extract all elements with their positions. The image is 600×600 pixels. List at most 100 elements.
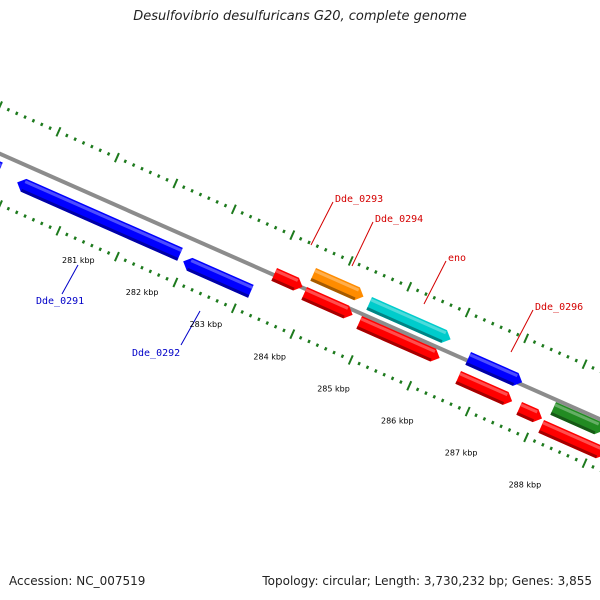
kbp-label: 281 kbp	[62, 256, 95, 265]
kbp-label: 282 kbp	[126, 288, 159, 297]
inner-ring-minor-tick	[457, 405, 462, 410]
outer-ring-minor-tick	[307, 240, 311, 245]
inner-ring-minor-tick	[532, 439, 537, 444]
outer-ring-minor-tick	[574, 358, 579, 363]
inner-ring-minor-tick	[390, 376, 395, 381]
outer-ring-minor-tick	[482, 317, 487, 322]
outer-ring-minor-tick	[140, 166, 144, 171]
gene-arrow-shadow	[20, 188, 179, 261]
map-title: Desulfovibrio desulfuricans G20, complet…	[133, 9, 467, 24]
outer-ring-minor-tick	[332, 251, 336, 256]
outer-ring-minor-tick	[591, 365, 595, 370]
inner-ring-minor-tick	[248, 313, 253, 318]
inner-ring-minor-tick	[591, 464, 595, 469]
outer-ring-minor-tick	[340, 255, 345, 260]
outer-ring-minor-tick	[532, 340, 537, 345]
gene-arrow-shadow	[516, 412, 535, 423]
gene-arrow-shadow	[301, 297, 345, 319]
gene-label: Dde_0291	[36, 296, 84, 307]
outer-ring-minor-tick	[541, 343, 545, 348]
inner-ring-minor-tick	[123, 258, 128, 263]
inner-ring-minor-tick	[98, 247, 102, 252]
accession-text: Accession: NC_007519	[9, 574, 146, 588]
gene-arrow-eno	[366, 297, 451, 343]
gene-arrow	[538, 420, 600, 459]
gene-arrow-highlight	[0, 161, 3, 167]
outer-ring-minor-tick	[190, 188, 194, 193]
outer-ring-minor-tick	[73, 137, 77, 142]
gene-arrow	[356, 316, 440, 362]
inner-ring-major-tick	[347, 354, 354, 365]
outer-ring-major-tick	[172, 178, 179, 189]
inner-ring-major-tick	[0, 200, 3, 208]
inner-ring-minor-tick	[215, 298, 219, 303]
inner-ring-minor-tick	[273, 324, 278, 329]
outer-ring-minor-tick	[424, 292, 428, 297]
outer-ring-minor-tick	[491, 321, 495, 326]
inner-ring-minor-tick	[31, 217, 36, 222]
inner-ring-minor-tick	[14, 210, 19, 215]
outer-ring-minor-tick	[432, 295, 437, 300]
inner-ring-minor-tick	[382, 372, 386, 377]
inner-ring-minor-tick	[23, 214, 27, 219]
kbp-labels: 281 kbp 282 kbp 283 kbp 284 kbp 285 kbp 286 k…	[62, 256, 541, 490]
inner-ring-minor-tick	[432, 394, 437, 399]
gene-arrow-highlight	[190, 259, 254, 290]
gene-arrow	[550, 402, 600, 435]
outer-ring-minor-tick	[90, 144, 94, 149]
inner-ring-minor-tick	[165, 276, 169, 281]
gene-label: Dde_0294	[375, 214, 423, 225]
inner-ring-minor-tick	[549, 446, 553, 451]
inner-ring-major-tick	[230, 303, 237, 314]
outer-ring-minor-tick	[65, 133, 69, 138]
genome-summary-text: Topology: circular; Length: 3,730,232 bp…	[262, 574, 592, 588]
inner-ring-minor-tick	[65, 232, 69, 237]
gene-arrow-highlight	[314, 269, 360, 292]
inner-ring-major-tick	[581, 458, 588, 469]
inner-ring-minor-tick	[399, 380, 403, 385]
outer-ring-minor-tick	[357, 262, 361, 267]
gene-arrow-shadow	[186, 267, 250, 298]
outer-ring-major-tick	[0, 101, 3, 109]
inner-ring-minor-tick	[257, 317, 261, 322]
gene-arrow-highlight	[554, 403, 600, 426]
gene-label: Dde_0296	[535, 302, 583, 313]
inner-ring-minor-tick	[298, 335, 303, 340]
gene-arrow-shadow	[455, 381, 505, 405]
outer-ring-minor-tick	[123, 159, 128, 164]
outer-ring-minor-tick	[31, 118, 36, 123]
inner-ring-minor-tick	[148, 269, 153, 274]
inner-ring-minor-tick	[190, 287, 194, 292]
inner-ring-major-tick	[289, 329, 296, 340]
outer-ring-minor-tick	[474, 314, 478, 319]
outer-ring-minor-tick	[516, 332, 520, 337]
gene-arrow-highlight	[520, 403, 538, 414]
outer-ring-major-tick	[230, 204, 237, 215]
outer-ring-minor-tick	[499, 325, 503, 330]
gene-label-line	[180, 310, 201, 346]
gene-label-line	[310, 201, 334, 246]
inner-ring-minor-tick	[332, 350, 336, 355]
outer-ring-minor-tick	[298, 236, 303, 241]
outer-ring-minor-tick	[23, 115, 27, 120]
gene-arrow-dde_0291	[17, 178, 183, 261]
outer-ring-minor-tick	[223, 203, 228, 208]
outer-ring-minor-tick	[240, 211, 244, 215]
inner-ring-minor-tick	[181, 284, 186, 289]
outer-ring-minor-tick	[106, 152, 111, 156]
inner-ring-major-tick	[523, 432, 530, 443]
gene-arrow-highlight	[305, 288, 349, 310]
outer-ring-minor-tick	[40, 122, 44, 127]
outer-ring-minor-tick	[181, 185, 186, 190]
gene-arrow-highlight	[459, 372, 508, 397]
outer-ring-major-tick	[523, 333, 530, 344]
inner-ring-minor-tick	[340, 354, 345, 359]
inner-ring-major-tick	[464, 406, 471, 417]
outer-ring-minor-tick	[273, 225, 278, 230]
inner-ring-minor-tick	[507, 428, 512, 432]
gene-arrow	[301, 287, 353, 319]
inner-ring-minor-tick	[365, 365, 370, 370]
outer-ring-minor-tick	[374, 270, 378, 274]
